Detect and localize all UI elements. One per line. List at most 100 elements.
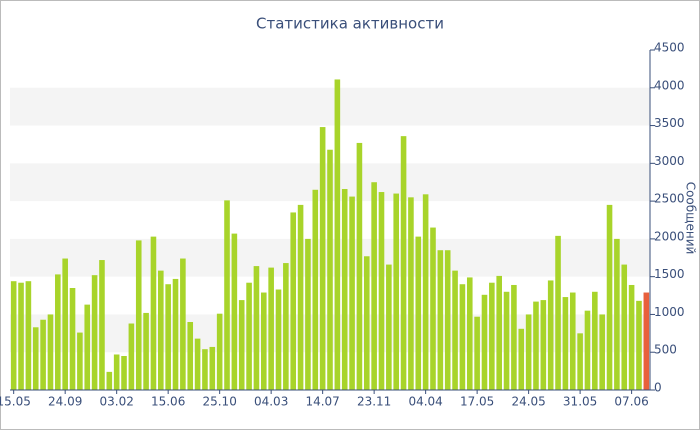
x-tick-label: 25.10 bbox=[202, 395, 236, 409]
bar bbox=[84, 304, 91, 390]
bar bbox=[422, 194, 429, 390]
x-tick-label: 15.05 bbox=[0, 395, 31, 409]
bar bbox=[283, 263, 289, 390]
bar bbox=[209, 346, 216, 390]
bar bbox=[481, 294, 488, 390]
bar bbox=[444, 250, 451, 390]
bar bbox=[562, 297, 569, 390]
bar bbox=[555, 235, 561, 390]
bar bbox=[540, 300, 547, 390]
bar bbox=[77, 332, 83, 390]
bar bbox=[614, 238, 620, 390]
bar bbox=[165, 284, 171, 390]
bar bbox=[569, 292, 576, 390]
bar bbox=[386, 264, 392, 390]
bar bbox=[32, 327, 39, 390]
bar bbox=[55, 274, 61, 390]
bar bbox=[378, 192, 385, 390]
x-tick-label: 15.06 bbox=[151, 395, 185, 409]
bar bbox=[466, 277, 473, 390]
y-tick-label: 2500 bbox=[654, 192, 685, 206]
x-tick-label: 03.02 bbox=[99, 395, 133, 409]
bar bbox=[305, 238, 311, 390]
bar bbox=[430, 227, 436, 390]
bar bbox=[606, 204, 613, 390]
y-tick-label: 4500 bbox=[654, 41, 685, 55]
bar bbox=[584, 310, 591, 390]
bar bbox=[47, 314, 54, 390]
y-tick-label: 0 bbox=[654, 381, 662, 395]
bar bbox=[628, 284, 635, 390]
y-tick-label: 4000 bbox=[654, 78, 685, 92]
bar bbox=[10, 281, 17, 390]
x-tick-label: 07.06 bbox=[614, 395, 648, 409]
bar bbox=[312, 189, 319, 390]
y-tick-label: 3500 bbox=[654, 116, 685, 130]
x-tick-label: 24.05 bbox=[511, 395, 545, 409]
y-tick-label: 1000 bbox=[654, 305, 685, 319]
bar bbox=[113, 354, 120, 390]
bar bbox=[621, 264, 628, 390]
bar bbox=[91, 275, 98, 390]
bar bbox=[62, 258, 68, 390]
bar bbox=[459, 284, 466, 390]
bar bbox=[135, 240, 142, 390]
bar bbox=[231, 233, 238, 390]
x-tick-label: 04.03 bbox=[254, 395, 288, 409]
x-tick-label: 24.09 bbox=[48, 395, 82, 409]
bar bbox=[474, 316, 480, 390]
bar bbox=[121, 356, 127, 390]
bar bbox=[224, 200, 230, 390]
x-tick-label: 14.07 bbox=[305, 395, 339, 409]
bar bbox=[437, 250, 444, 390]
bar bbox=[238, 300, 245, 390]
chart-title: Статистика активности bbox=[256, 15, 444, 33]
bar bbox=[172, 278, 179, 390]
bar bbox=[268, 267, 274, 390]
bar bbox=[400, 136, 407, 390]
bar bbox=[599, 314, 605, 390]
bar bbox=[128, 323, 135, 390]
bar bbox=[297, 204, 304, 390]
bar bbox=[592, 291, 598, 390]
bar bbox=[260, 292, 267, 390]
x-tick-label: 31.05 bbox=[563, 395, 597, 409]
bar bbox=[496, 275, 502, 390]
x-tick-label: 17.05 bbox=[460, 395, 494, 409]
bar bbox=[547, 280, 554, 390]
bar bbox=[216, 313, 223, 390]
bar bbox=[327, 149, 333, 390]
bar bbox=[180, 258, 186, 390]
y-axis-title: Сообщений bbox=[684, 182, 698, 255]
bar bbox=[511, 284, 517, 390]
bar bbox=[194, 338, 201, 390]
bar bbox=[503, 291, 510, 390]
bar bbox=[290, 212, 297, 390]
bar bbox=[415, 236, 422, 390]
bar bbox=[363, 256, 370, 390]
bar bbox=[18, 282, 24, 390]
bar bbox=[150, 236, 157, 390]
bar bbox=[408, 197, 414, 390]
y-tick-label: 500 bbox=[654, 343, 677, 357]
bar bbox=[158, 270, 164, 390]
bar bbox=[106, 371, 113, 390]
bar bbox=[253, 266, 260, 390]
bar bbox=[246, 282, 252, 390]
bar bbox=[334, 79, 341, 390]
bar bbox=[40, 319, 46, 390]
x-tick-label: 04.04 bbox=[408, 395, 442, 409]
bar bbox=[187, 322, 194, 390]
bar bbox=[452, 270, 458, 390]
bar bbox=[25, 281, 32, 390]
bar bbox=[518, 328, 525, 390]
bar bbox=[275, 289, 282, 390]
bar bbox=[636, 300, 642, 390]
bar bbox=[371, 182, 377, 390]
bar bbox=[202, 349, 208, 390]
y-tick-label: 2000 bbox=[654, 229, 685, 243]
bar bbox=[319, 127, 326, 391]
bar bbox=[349, 196, 355, 390]
bar bbox=[577, 333, 583, 390]
